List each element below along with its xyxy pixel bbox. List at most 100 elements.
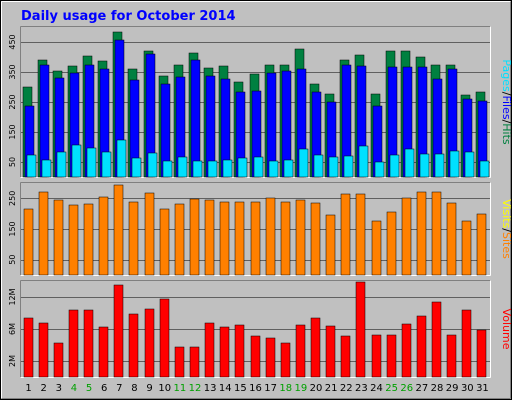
bar-volume-day-24 bbox=[371, 334, 382, 378]
day-label-23: 23 bbox=[355, 383, 368, 394]
bar-volume-day-17 bbox=[265, 337, 276, 378]
bar-volume-day-27 bbox=[416, 315, 427, 378]
bar-pages-day-12 bbox=[192, 160, 203, 178]
day-label-26: 26 bbox=[400, 383, 413, 394]
day-label-21: 21 bbox=[325, 383, 338, 394]
bar-volume-day-21 bbox=[325, 325, 336, 378]
bar-visits-day-19 bbox=[295, 199, 306, 276]
chart-title: Daily usage for October 2014 bbox=[21, 9, 236, 24]
y-tick-label: 50 bbox=[8, 157, 17, 167]
day-label-24: 24 bbox=[370, 383, 383, 394]
bar-visits-day-10 bbox=[159, 208, 170, 276]
day-label-17: 17 bbox=[264, 383, 277, 394]
bar-volume-day-28 bbox=[431, 301, 442, 378]
bar-visits-day-30 bbox=[461, 220, 472, 276]
day-label-14: 14 bbox=[219, 383, 232, 394]
bar-visits-day-27 bbox=[416, 191, 427, 276]
day-label-27: 27 bbox=[416, 383, 429, 394]
bar-pages-day-20 bbox=[313, 154, 324, 178]
day-label-10: 10 bbox=[158, 383, 171, 394]
axis-label-part: Hits bbox=[500, 123, 512, 145]
bar-visits-day-31 bbox=[476, 213, 487, 276]
axis-label-part: Visits bbox=[500, 199, 512, 228]
bar-visits-day-17 bbox=[265, 197, 276, 276]
bar-visits-day-11 bbox=[174, 203, 185, 276]
bar-pages-day-11 bbox=[177, 156, 188, 178]
panel-2: 50 150 250 Visits/Sites bbox=[8, 182, 512, 276]
bar-volume-day-15 bbox=[234, 324, 245, 378]
axis-label-part: Volume bbox=[500, 309, 512, 350]
bar-visits-day-16 bbox=[250, 201, 261, 276]
bar-pages-day-3 bbox=[56, 151, 67, 178]
bar-volume-day-10 bbox=[159, 298, 170, 378]
panel-axis-label: Visits/Sites bbox=[500, 199, 512, 259]
bar-visits-day-4 bbox=[68, 204, 79, 276]
bar-visits-day-14 bbox=[219, 201, 230, 276]
y-tick-label: 450 bbox=[8, 34, 17, 49]
bar-volume-day-6 bbox=[98, 326, 109, 378]
bar-visits-day-7 bbox=[113, 184, 124, 276]
panel-3: 2M 6M 12M Volume bbox=[8, 280, 512, 378]
bar-pages-day-19 bbox=[298, 148, 309, 178]
bar-pages-day-16 bbox=[253, 156, 264, 178]
bar-pages-day-27 bbox=[419, 153, 430, 178]
bar-volume-day-19 bbox=[295, 324, 306, 378]
bar-visits-day-22 bbox=[340, 193, 351, 276]
day-label-18: 18 bbox=[279, 383, 292, 394]
bar-visits-day-8 bbox=[128, 201, 139, 276]
bar-volume-day-30 bbox=[461, 309, 472, 378]
bar-visits-day-1 bbox=[23, 208, 34, 276]
axis-label-part: / bbox=[500, 92, 512, 96]
bar-pages-day-7 bbox=[116, 139, 127, 178]
bar-pages-day-23 bbox=[358, 145, 369, 178]
bar-visits-day-6 bbox=[98, 196, 109, 276]
bar-pages-day-18 bbox=[283, 159, 294, 178]
bar-visits-day-23 bbox=[355, 193, 366, 276]
bar-pages-day-13 bbox=[207, 160, 218, 178]
panel-axis-label: Pages/Files/Hits bbox=[500, 59, 512, 145]
bar-pages-day-24 bbox=[374, 161, 385, 178]
day-label-29: 29 bbox=[446, 383, 459, 394]
bar-visits-day-3 bbox=[53, 199, 64, 276]
bar-volume-day-13 bbox=[204, 322, 215, 378]
bar-pages-day-4 bbox=[71, 144, 82, 178]
bar-volume-day-2 bbox=[38, 322, 49, 378]
day-label-8: 8 bbox=[131, 383, 137, 394]
bar-volume-day-25 bbox=[386, 334, 397, 378]
bar-volume-day-29 bbox=[446, 334, 457, 378]
bar-pages-day-2 bbox=[41, 159, 52, 178]
day-label-5: 5 bbox=[86, 383, 92, 394]
y-tick-label: 250 bbox=[8, 191, 17, 206]
bar-volume-day-16 bbox=[250, 335, 261, 378]
bar-volume-day-1 bbox=[23, 317, 34, 378]
bar-volume-day-9 bbox=[144, 308, 155, 378]
day-label-30: 30 bbox=[461, 383, 474, 394]
bar-volume-day-31 bbox=[476, 329, 487, 378]
day-label-4: 4 bbox=[71, 383, 77, 394]
bar-pages-day-17 bbox=[268, 160, 279, 178]
bar-volume-day-12 bbox=[189, 346, 200, 378]
day-label-12: 12 bbox=[189, 383, 202, 394]
day-label-15: 15 bbox=[234, 383, 247, 394]
bar-visits-day-5 bbox=[83, 203, 94, 276]
bar-pages-day-31 bbox=[479, 160, 490, 178]
bar-visits-day-9 bbox=[144, 192, 155, 276]
axis-label-part: Files bbox=[500, 95, 512, 119]
bar-pages-day-10 bbox=[162, 160, 173, 178]
bar-visits-day-26 bbox=[401, 197, 412, 276]
day-label-25: 25 bbox=[385, 383, 398, 394]
bar-volume-day-5 bbox=[83, 309, 94, 378]
axis-label-part: / bbox=[500, 120, 512, 124]
day-label-11: 11 bbox=[173, 383, 186, 394]
y-tick-label: 50 bbox=[8, 255, 17, 265]
bar-pages-day-25 bbox=[389, 154, 400, 178]
y-tick-label: 2M bbox=[8, 355, 17, 367]
bar-pages-day-5 bbox=[86, 147, 97, 178]
day-axis-labels: 1 2 3 4 5 6 7 8 9 10 11 12 13 14 15 16 17 18 19 20 21 22 23 24 2… bbox=[25, 383, 488, 394]
axis-label-part: Pages bbox=[500, 59, 512, 92]
day-label-16: 16 bbox=[249, 383, 262, 394]
bar-volume-day-8 bbox=[128, 313, 139, 378]
y-tick-label: 350 bbox=[8, 64, 17, 79]
axis-label-part: / bbox=[500, 228, 512, 232]
